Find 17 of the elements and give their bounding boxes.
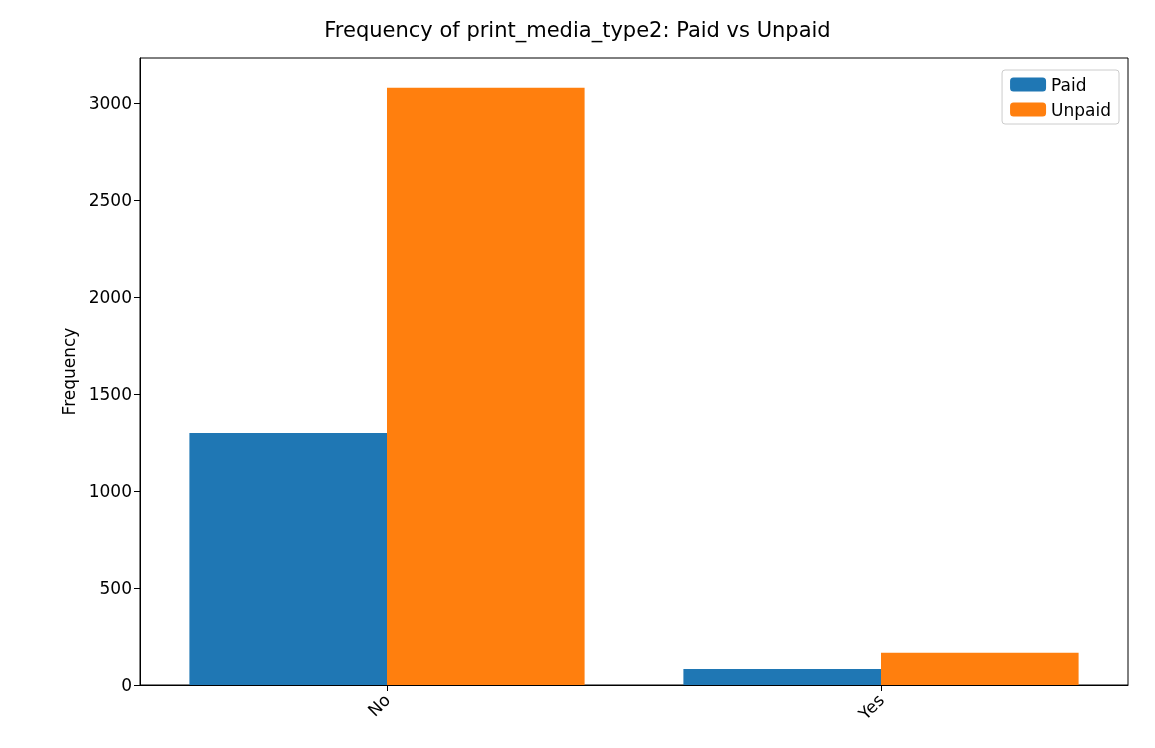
y-tick-label: 2000 [88, 287, 132, 308]
bar [387, 87, 585, 685]
x-tick-label: No [363, 689, 395, 721]
y-axis-title: Frequency [59, 327, 80, 416]
bar [189, 432, 387, 685]
x-tick-label: Yes [853, 689, 889, 725]
y-tick-label: 0 [121, 675, 132, 695]
y-tick-label: 500 [99, 578, 132, 599]
y-tick-label: 1500 [88, 384, 132, 405]
bar [881, 652, 1079, 685]
legend-label: Paid [1051, 74, 1087, 95]
y-tick-label: 1000 [88, 481, 132, 502]
bar [683, 669, 881, 685]
legend-label: Unpaid [1051, 99, 1112, 120]
y-tick-label: 3000 [88, 93, 132, 114]
y-tick-label: 2500 [88, 190, 132, 211]
chart-title: Frequency of print_media_type2: Paid vs Unpaid [324, 17, 831, 43]
